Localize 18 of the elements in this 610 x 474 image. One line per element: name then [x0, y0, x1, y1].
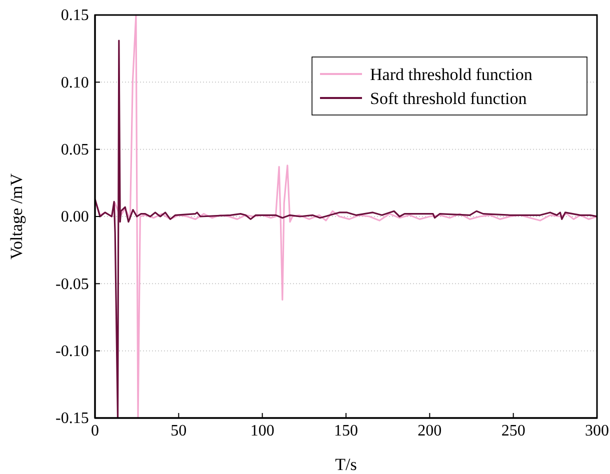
x-tick-label: 50 [170, 422, 187, 440]
x-tick-label: 250 [501, 422, 526, 440]
y-tick-label: 0.15 [60, 7, 89, 24]
x-tick-label: 300 [585, 422, 609, 440]
x-axis-title: T/s [335, 455, 357, 474]
y-tick-label: 0.10 [60, 74, 89, 92]
y-tick-label: -0.15 [55, 410, 89, 428]
y-tick-label: 0.05 [60, 141, 89, 158]
x-tick-label: 200 [418, 422, 442, 440]
legend-label: Soft threshold function [370, 89, 528, 108]
y-tick-label: 0.00 [60, 208, 89, 226]
y-tick-label: -0.10 [55, 342, 89, 360]
y-tick-label: -0.05 [55, 276, 89, 293]
y-axis-title: Voltage /mV [7, 172, 26, 260]
x-tick-label: 150 [334, 422, 358, 440]
legend-label: Hard threshold function [370, 65, 533, 84]
x-tick-label: 100 [250, 422, 274, 440]
x-tick-label: 0 [91, 422, 99, 440]
